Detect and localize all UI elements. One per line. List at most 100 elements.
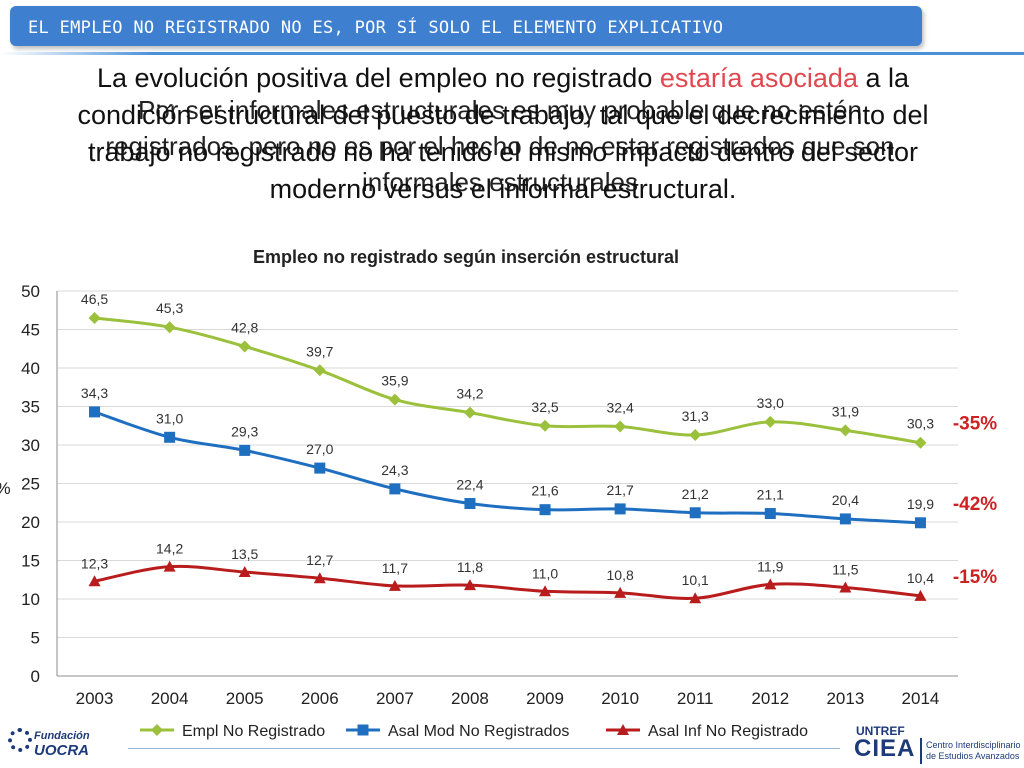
header-banner: EL EMPLEO NO REGISTRADO NO ES, POR SÍ SO… (10, 6, 922, 46)
data-point (238, 340, 251, 353)
data-point (238, 566, 251, 578)
logo-desc-line2: de Estudios Avanzados (926, 751, 1020, 761)
data-point (764, 508, 776, 520)
data-point (914, 517, 926, 529)
data-label: 14,2 (156, 541, 183, 557)
data-label: 10,8 (607, 567, 634, 583)
change-annotation: -35% (953, 414, 997, 435)
data-label: 19,9 (907, 496, 934, 512)
main-text-accent: estaría asociada (659, 63, 858, 93)
chart-title: Empleo no registrado según inserción est… (253, 247, 679, 267)
data-label: 31,0 (156, 410, 183, 426)
series-line (94, 316, 921, 445)
x-tick-label: 2005 (226, 689, 264, 708)
x-tick-label: 2014 (902, 689, 940, 708)
y-tick-label: 35 (21, 398, 40, 417)
y-tick-label: 40 (21, 359, 40, 378)
y-axis-label: % (0, 479, 11, 498)
logo-ciea-text: CIEA (854, 735, 916, 762)
data-point (689, 592, 702, 604)
data-label: 21,1 (757, 487, 784, 503)
data-point (388, 579, 401, 591)
x-tick-label: 2011 (677, 689, 714, 708)
y-tick-label: 45 (21, 321, 40, 340)
data-label: 22,4 (456, 477, 483, 493)
data-point (164, 431, 176, 443)
data-label: 13,5 (231, 546, 258, 562)
data-point (89, 406, 101, 418)
legend-marker (357, 724, 369, 736)
data-label: 31,9 (832, 403, 859, 419)
data-label: 10,1 (682, 572, 709, 588)
change-annotation: -15% (953, 567, 997, 588)
header-divider (0, 52, 1024, 55)
legend-label: Asal Inf No Registrado (648, 723, 808, 740)
y-tick-label: 5 (31, 629, 40, 648)
data-point (163, 321, 176, 334)
data-point (839, 513, 851, 525)
data-point (839, 424, 852, 437)
data-point (239, 444, 251, 456)
data-label: 11,8 (457, 559, 483, 575)
footer-divider (128, 748, 840, 749)
x-tick-label: 2012 (751, 689, 789, 708)
data-label: 21,6 (531, 483, 558, 499)
data-label: 34,3 (81, 385, 108, 401)
data-point (389, 483, 401, 495)
data-point (764, 578, 777, 590)
logo-desc-line1: Centro Interdisciplinario (926, 740, 1021, 750)
main-text: La evolución positiva del empleo no regi… (70, 60, 936, 208)
data-label: 34,2 (456, 386, 483, 402)
data-point (313, 364, 326, 377)
data-label: 20,4 (832, 492, 859, 508)
data-point (314, 462, 326, 474)
line-chart: Empleo no registrado según inserción est… (0, 247, 997, 740)
x-tick-label: 2007 (376, 689, 414, 708)
data-point (689, 428, 702, 441)
data-label: 21,2 (682, 486, 709, 502)
main-text-part1: La evolución positiva del empleo no regi… (96, 63, 660, 93)
data-label: 39,7 (306, 343, 333, 359)
data-point (463, 579, 476, 591)
data-label: 11,7 (382, 560, 408, 576)
data-point (839, 581, 852, 593)
data-point (388, 393, 401, 406)
logo-untref-text: UNTREF (856, 724, 905, 738)
legend-label: Empl No Registrado (182, 723, 325, 740)
x-tick-label: 2004 (151, 689, 189, 708)
logo-untref-ciea: UNTREF CIEA Centro Interdisciplinario de… (848, 722, 1024, 766)
data-point (614, 586, 627, 598)
data-label: 11,0 (532, 565, 558, 581)
data-label: 29,3 (231, 423, 258, 439)
gear-icon (8, 728, 32, 752)
data-point (88, 311, 101, 324)
data-label: 31,3 (682, 408, 709, 424)
data-label: 32,5 (531, 399, 558, 415)
data-point (914, 436, 927, 449)
data-label: 32,4 (607, 400, 634, 416)
x-tick-label: 2003 (76, 689, 114, 708)
data-label: 42,8 (231, 319, 258, 335)
data-label: 33,0 (757, 395, 784, 411)
logo-left-line1: Fundación (34, 730, 90, 742)
x-tick-label: 2013 (826, 689, 864, 708)
data-point (464, 498, 476, 510)
y-tick-label: 20 (21, 513, 40, 532)
data-label: 21,7 (607, 482, 634, 498)
data-point (914, 589, 927, 601)
data-point (539, 419, 552, 432)
logo-divider (920, 738, 922, 764)
logo-left-line2: UOCRA (34, 742, 89, 759)
data-label: 11,9 (757, 558, 783, 574)
x-tick-label: 2008 (451, 689, 489, 708)
legend-marker (151, 724, 163, 736)
data-point (539, 585, 552, 597)
header-title: EL EMPLEO NO REGISTRADO NO ES, POR SÍ SO… (28, 18, 724, 38)
data-point (764, 415, 777, 428)
data-point (689, 507, 701, 519)
data-point (313, 572, 326, 584)
legend-label: Asal Mod No Registrados (388, 723, 569, 740)
data-point (163, 560, 176, 572)
data-label: 30,3 (907, 416, 934, 432)
data-point (88, 575, 101, 587)
